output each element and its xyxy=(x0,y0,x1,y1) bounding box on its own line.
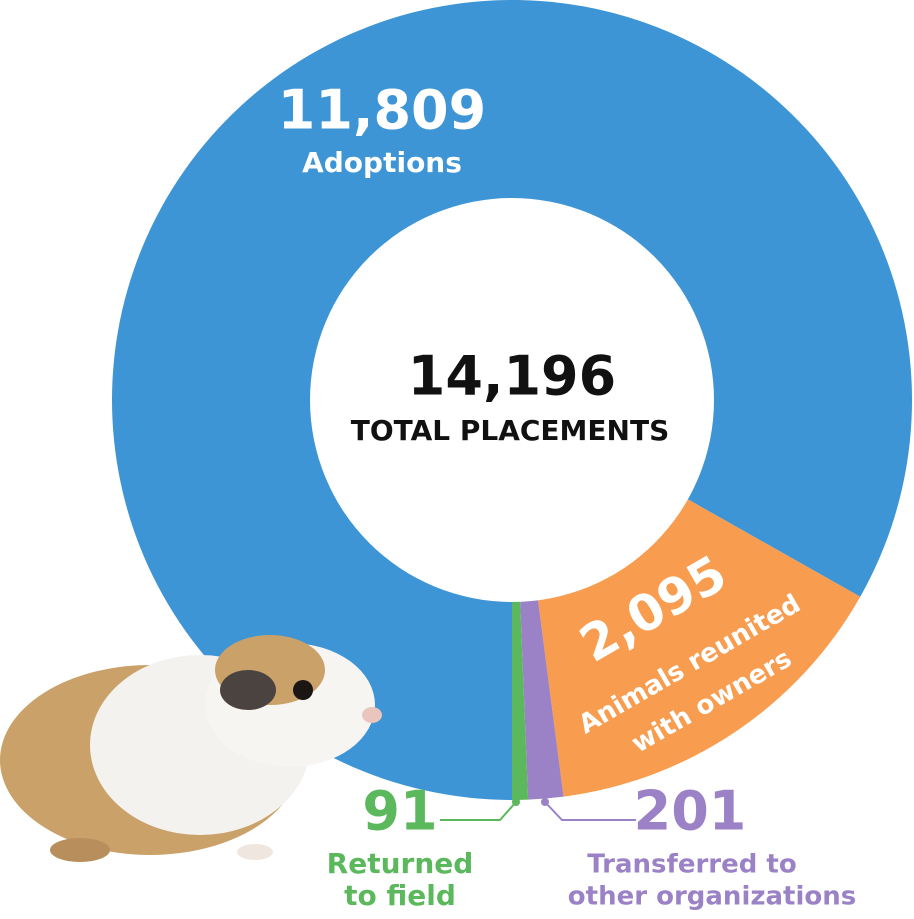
leader-dot xyxy=(512,798,520,806)
leader-line xyxy=(440,802,516,820)
slice-category-label: Adoptions xyxy=(302,146,462,179)
guinea-pig-illustration xyxy=(0,635,382,862)
leader-line xyxy=(545,802,636,820)
slice-category-label: to field xyxy=(344,879,456,912)
slice-category-label: Transferred to xyxy=(587,850,796,880)
total-value: 14,196 xyxy=(408,345,616,408)
slice-category-label: other organizations xyxy=(568,882,856,912)
slice-value-label: 201 xyxy=(634,780,747,843)
leader-dot xyxy=(541,798,549,806)
slice-value-label: 11,809 xyxy=(278,79,486,142)
slice-category-label: Returned xyxy=(327,847,474,880)
slice-value-label: 91 xyxy=(362,780,437,843)
total-caption: TOTAL PLACEMENTS xyxy=(351,414,670,447)
infographic: 14,196 TOTAL PLACEMENTS 11,809 Adoptions 2… xyxy=(0,0,914,919)
